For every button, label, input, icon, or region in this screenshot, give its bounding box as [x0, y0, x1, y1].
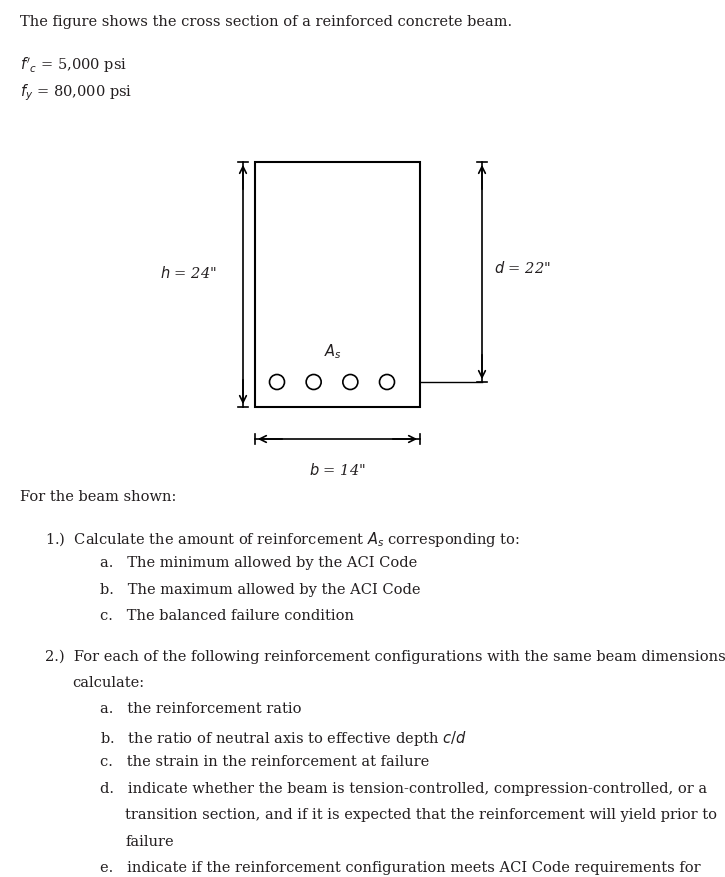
Circle shape [306, 375, 321, 390]
Bar [255, 163, 420, 408]
Text: For the beam shown:: For the beam shown: [20, 489, 176, 503]
Text: b.   The maximum allowed by the ACI Code: b. The maximum allowed by the ACI Code [100, 582, 420, 596]
Text: failure: failure [125, 834, 173, 848]
Text: a.   the reinforcement ratio: a. the reinforcement ratio [100, 702, 302, 716]
Text: c.   the strain in the reinforcement at failure: c. the strain in the reinforcement at fa… [100, 754, 429, 768]
Text: The figure shows the cross section of a reinforced concrete beam.: The figure shows the cross section of a … [20, 15, 512, 29]
Circle shape [379, 375, 394, 390]
Text: $f_y$ = 80,000 psi: $f_y$ = 80,000 psi [20, 82, 132, 103]
Text: calculate:: calculate: [72, 675, 144, 689]
Text: d.   indicate whether the beam is tension-controlled, compression-controlled, or: d. indicate whether the beam is tension-… [100, 781, 707, 795]
Text: transition section, and if it is expected that the reinforcement will yield prio: transition section, and if it is expecte… [125, 808, 717, 822]
Text: a.   The minimum allowed by the ACI Code: a. The minimum allowed by the ACI Code [100, 556, 418, 570]
Text: 2.)  For each of the following reinforcement configurations with the same beam d: 2.) For each of the following reinforcem… [45, 648, 725, 663]
Circle shape [343, 375, 358, 390]
Text: $b$ = 14": $b$ = 14" [309, 461, 366, 477]
Text: e.   indicate if the reinforcement configuration meets ACI Code requirements for: e. indicate if the reinforcement configu… [100, 860, 700, 874]
Text: c.   The balanced failure condition: c. The balanced failure condition [100, 609, 354, 623]
Text: $d$ = 22": $d$ = 22" [494, 260, 551, 275]
Text: b.   the ratio of neutral axis to effective depth $c/d$: b. the ratio of neutral axis to effectiv… [100, 728, 467, 747]
Circle shape [270, 375, 284, 390]
Text: $h$ = 24": $h$ = 24" [160, 265, 216, 282]
Text: $f'_c$ = 5,000 psi: $f'_c$ = 5,000 psi [20, 55, 127, 75]
Text: 1.)  Calculate the amount of reinforcement $A_s$ corresponding to:: 1.) Calculate the amount of reinforcemen… [45, 530, 520, 548]
Text: $A_s$: $A_s$ [323, 342, 341, 360]
